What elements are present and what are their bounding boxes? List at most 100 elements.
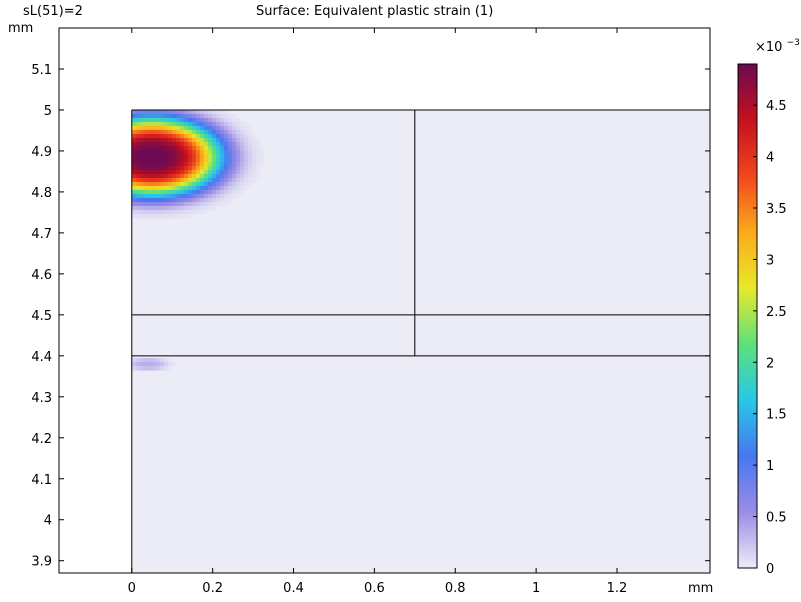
heat-cell: [227, 157, 233, 163]
heat-cell: [147, 173, 153, 179]
heat-cell: [195, 161, 201, 167]
heat-cell: [219, 201, 225, 207]
heat-cell: [143, 169, 149, 175]
heat-cell: [143, 113, 149, 119]
heat-cell: [143, 209, 149, 215]
heat-cell: [131, 153, 137, 159]
colorbar-tick-label: 4: [766, 151, 774, 166]
heat-cell: [179, 185, 185, 191]
heat-cell: [187, 153, 193, 159]
heat-cell: [175, 129, 181, 135]
heat-cell: [163, 193, 169, 199]
heat-cell: [131, 181, 137, 187]
heat-cell: [183, 125, 189, 131]
heat-cell: [199, 173, 205, 179]
heat-cell: [219, 197, 225, 203]
heat-cell: [175, 197, 181, 203]
heat-cell: [151, 213, 157, 219]
heat-cell: [211, 189, 217, 195]
heat-cell: [255, 141, 261, 147]
heat-cell: [191, 125, 197, 131]
heat-cell: [203, 129, 209, 135]
heat-cell: [131, 185, 137, 191]
heat-cell: [171, 201, 177, 207]
heat-cell: [155, 153, 161, 159]
heat-cell: [163, 145, 169, 151]
heat-cell: [159, 109, 165, 115]
heat-cell: [179, 113, 185, 119]
heat-cell: [207, 169, 213, 175]
heat-cell: [183, 137, 189, 143]
heat-cell: [159, 177, 165, 183]
heat-cell: [223, 145, 229, 151]
colorbar-multiplier-exp: −3: [787, 38, 800, 48]
heat-cell: [163, 125, 169, 131]
heat-cell: [135, 181, 141, 187]
heat-cell: [163, 365, 169, 371]
heat-cell: [231, 113, 237, 119]
heat-cell: [179, 173, 185, 179]
heat-cell: [219, 189, 225, 195]
heat-cell: [167, 153, 173, 159]
heat-cell: [223, 177, 229, 183]
heat-cell: [135, 133, 141, 139]
heat-cell: [251, 153, 257, 159]
axes-frame: [58, 27, 711, 574]
heat-cell: [143, 141, 149, 147]
heat-cell: [159, 197, 165, 203]
heat-cell: [183, 141, 189, 147]
heat-cell: [155, 357, 161, 363]
heat-cell: [215, 121, 221, 127]
heat-cell: [235, 137, 241, 143]
heat-cell: [159, 161, 165, 167]
heat-cell: [195, 109, 201, 115]
heat-cell: [163, 157, 169, 163]
heat-cell: [143, 213, 149, 219]
heat-cell: [163, 153, 169, 159]
heat-cell: [227, 189, 233, 195]
heat-cell: [131, 201, 137, 207]
heat-cell: [159, 113, 165, 119]
y-tick-label: 4.7: [31, 227, 52, 242]
heat-cell: [179, 125, 185, 131]
heat-cell: [155, 121, 161, 127]
heat-cell: [135, 357, 141, 363]
heat-cell: [155, 129, 161, 135]
heat-cell: [235, 121, 241, 127]
heat-cell: [155, 125, 161, 131]
heat-cell: [179, 149, 185, 155]
heat-cell: [131, 357, 137, 363]
heat-cell: [143, 357, 149, 363]
heat-cell: [203, 117, 209, 123]
heat-cell: [131, 189, 137, 195]
heat-cell: [239, 169, 245, 175]
heat-cell: [131, 121, 137, 127]
heat-cell: [195, 137, 201, 143]
colorbar-tick-label: 4.5: [766, 99, 787, 114]
heat-cell: [143, 145, 149, 151]
heat-cell: [235, 133, 241, 139]
heat-cell: [191, 181, 197, 187]
heat-cell: [171, 189, 177, 195]
heat-cell: [151, 197, 157, 203]
heat-cell: [135, 189, 141, 195]
heat-cell: [159, 165, 165, 171]
heat-cell: [191, 129, 197, 135]
heat-cell: [167, 209, 173, 215]
heat-cell: [187, 113, 193, 119]
heat-cell: [175, 181, 181, 187]
colorbar: 0 0.5 1 1.5 2 2.5 3 3.5 4 4.5 ×10 −3: [737, 38, 800, 577]
heat-cell: [183, 173, 189, 179]
heat-cell: [151, 109, 157, 115]
heat-cell: [151, 185, 157, 191]
heat-cell: [251, 137, 257, 143]
heat-cell: [135, 213, 141, 219]
heat-cell: [171, 213, 177, 219]
heat-cell: [191, 189, 197, 195]
heat-cell: [219, 181, 225, 187]
heat-cell: [243, 177, 249, 183]
heat-cell: [163, 121, 169, 127]
heat-cell: [135, 153, 141, 159]
heat-cell: [251, 133, 257, 139]
colorbar-tick-label: 1: [766, 459, 774, 474]
